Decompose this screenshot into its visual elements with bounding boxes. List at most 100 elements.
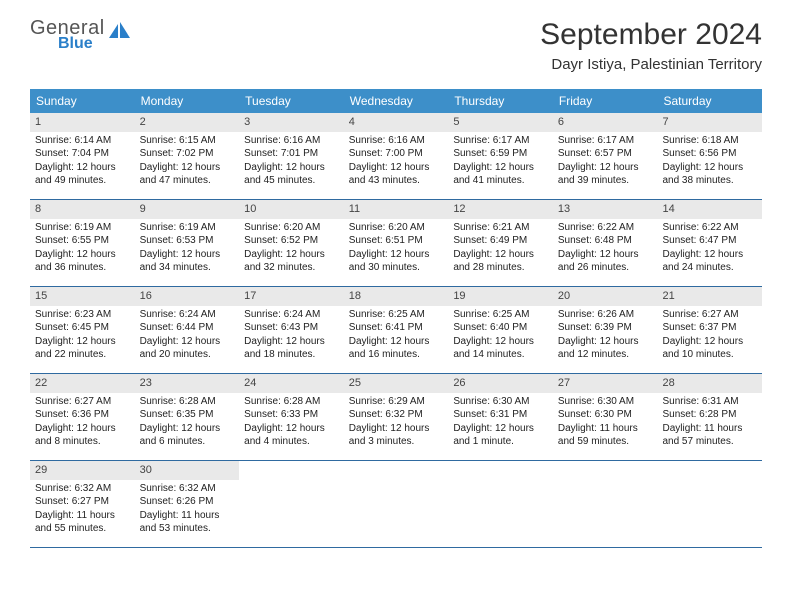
- sunrise-line: Sunrise: 6:21 AM: [453, 221, 548, 235]
- sail-icon: [109, 22, 131, 45]
- sunrise-line: Sunrise: 6:25 AM: [349, 308, 444, 322]
- day-number-band: 7: [657, 113, 762, 132]
- day-number-band: 6: [553, 113, 658, 132]
- day-cell: 17Sunrise: 6:24 AMSunset: 6:43 PMDayligh…: [239, 287, 344, 373]
- weeks-container: 1Sunrise: 6:14 AMSunset: 7:04 PMDaylight…: [30, 113, 762, 548]
- day-number-band: 28: [657, 374, 762, 393]
- day-number-band: 11: [344, 200, 449, 219]
- daylight-line-1: Daylight: 12 hours: [349, 161, 444, 175]
- day-number-band: 8: [30, 200, 135, 219]
- day-number: 12: [453, 203, 465, 215]
- daylight-line-2: and 4 minutes.: [244, 435, 339, 449]
- sunrise-line: Sunrise: 6:24 AM: [140, 308, 235, 322]
- sunset-line: Sunset: 6:44 PM: [140, 321, 235, 335]
- day-number-band: 15: [30, 287, 135, 306]
- day-number-band: 3: [239, 113, 344, 132]
- weekday-header: Thursday: [448, 89, 553, 113]
- daylight-line-1: Daylight: 12 hours: [349, 248, 444, 262]
- sunrise-line: Sunrise: 6:16 AM: [349, 134, 444, 148]
- day-cell: 22 Sunrise: 6:27 AMSunset: 6:36 PMDayligh…: [30, 374, 135, 460]
- sunrise-line: Sunrise: 6:27 AM: [662, 308, 757, 322]
- day-number-band: 17: [239, 287, 344, 306]
- daylight-line-2: and 20 minutes.: [140, 348, 235, 362]
- day-cell: 5Sunrise: 6:17 AMSunset: 6:59 PMDaylight…: [448, 113, 553, 199]
- day-number: 17: [244, 290, 256, 302]
- sunset-line: Sunset: 6:33 PM: [244, 408, 339, 422]
- day-number: 3: [244, 116, 250, 128]
- day-number: 26: [453, 377, 465, 389]
- day-number: 7: [662, 116, 668, 128]
- daylight-line-2: and 12 minutes.: [558, 348, 653, 362]
- sunrise-line: Sunrise: 6:22 AM: [558, 221, 653, 235]
- day-cell: 3Sunrise: 6:16 AMSunset: 7:01 PMDaylight…: [239, 113, 344, 199]
- sunset-line: Sunset: 6:45 PM: [35, 321, 130, 335]
- day-number-band: 22: [30, 374, 135, 393]
- day-cell: 7Sunrise: 6:18 AMSunset: 6:56 PMDaylight…: [657, 113, 762, 199]
- daylight-line-2: and 3 minutes.: [349, 435, 444, 449]
- daylight-line-2: and 30 minutes.: [349, 261, 444, 275]
- daylight-line-2: and 53 minutes.: [140, 522, 235, 536]
- daylight-line-1: Daylight: 12 hours: [35, 248, 130, 262]
- day-cell: 11Sunrise: 6:20 AMSunset: 6:51 PMDayligh…: [344, 200, 449, 286]
- daylight-line-1: Daylight: 12 hours: [453, 422, 548, 436]
- day-cell: 23Sunrise: 6:28 AMSunset: 6:35 PMDayligh…: [135, 374, 240, 460]
- day-cell: 9Sunrise: 6:19 AMSunset: 6:53 PMDaylight…: [135, 200, 240, 286]
- day-number-band: 24: [239, 374, 344, 393]
- week-row: 15Sunrise: 6:23 AMSunset: 6:45 PMDayligh…: [30, 287, 762, 374]
- day-number: 19: [453, 290, 465, 302]
- weekday-header: Sunday: [30, 89, 135, 113]
- day-number-band: 2: [135, 113, 240, 132]
- daylight-line-2: and 43 minutes.: [349, 174, 444, 188]
- daylight-line-2: and 47 minutes.: [140, 174, 235, 188]
- sunrise-line: Sunrise: 6:27 AM: [35, 395, 130, 409]
- sunrise-line: Sunrise: 6:14 AM: [35, 134, 130, 148]
- day-cell: 27Sunrise: 6:30 AMSunset: 6:30 PMDayligh…: [553, 374, 658, 460]
- day-number: 24: [244, 377, 256, 389]
- sunset-line: Sunset: 6:36 PM: [35, 408, 130, 422]
- day-number-band: 18: [344, 287, 449, 306]
- daylight-line-2: and 26 minutes.: [558, 261, 653, 275]
- day-cell: 1Sunrise: 6:14 AMSunset: 7:04 PMDaylight…: [30, 113, 135, 199]
- sunrise-line: Sunrise: 6:22 AM: [662, 221, 757, 235]
- daylight-line-1: Daylight: 12 hours: [140, 248, 235, 262]
- day-number: 6: [558, 116, 564, 128]
- day-cell: 21Sunrise: 6:27 AMSunset: 6:37 PMDayligh…: [657, 287, 762, 373]
- week-row: 1Sunrise: 6:14 AMSunset: 7:04 PMDaylight…: [30, 113, 762, 200]
- day-number: 18: [349, 290, 361, 302]
- daylight-line-2: and 59 minutes.: [558, 435, 653, 449]
- day-number-band: 20: [553, 287, 658, 306]
- sunrise-line: Sunrise: 6:24 AM: [244, 308, 339, 322]
- day-number: 4: [349, 116, 355, 128]
- sunset-line: Sunset: 6:32 PM: [349, 408, 444, 422]
- sunrise-line: Sunrise: 6:32 AM: [35, 482, 130, 496]
- sunrise-line: Sunrise: 6:15 AM: [140, 134, 235, 148]
- daylight-line-1: Daylight: 12 hours: [35, 422, 130, 436]
- sunrise-line: Sunrise: 6:26 AM: [558, 308, 653, 322]
- day-number-band: 25: [344, 374, 449, 393]
- day-cell: 29Sunrise: 6:32 AMSunset: 6:27 PMDayligh…: [30, 461, 135, 547]
- daylight-line-2: and 14 minutes.: [453, 348, 548, 362]
- daylight-line-2: and 22 minutes.: [35, 348, 130, 362]
- daylight-line-1: Daylight: 11 hours: [662, 422, 757, 436]
- title-block: September 2024 Dayr Istiya, Palestinian …: [540, 18, 762, 73]
- sunset-line: Sunset: 6:27 PM: [35, 495, 130, 509]
- day-number-band: 26: [448, 374, 553, 393]
- daylight-line-1: Daylight: 12 hours: [244, 422, 339, 436]
- daylight-line-1: Daylight: 12 hours: [558, 248, 653, 262]
- daylight-line-2: and 49 minutes.: [35, 174, 130, 188]
- day-cell: 28Sunrise: 6:31 AMSunset: 6:28 PMDayligh…: [657, 374, 762, 460]
- calendar-grid: SundayMondayTuesdayWednesdayThursdayFrid…: [30, 89, 762, 548]
- day-number-band: 13: [553, 200, 658, 219]
- daylight-line-1: Daylight: 12 hours: [349, 422, 444, 436]
- day-cell: 2Sunrise: 6:15 AMSunset: 7:02 PMDaylight…: [135, 113, 240, 199]
- daylight-line-1: Daylight: 12 hours: [558, 161, 653, 175]
- day-number: 23: [140, 377, 152, 389]
- daylight-line-2: and 34 minutes.: [140, 261, 235, 275]
- daylight-line-1: Daylight: 12 hours: [349, 335, 444, 349]
- daylight-line-1: Daylight: 12 hours: [35, 161, 130, 175]
- sunrise-line: Sunrise: 6:28 AM: [140, 395, 235, 409]
- sunrise-line: Sunrise: 6:30 AM: [453, 395, 548, 409]
- daylight-line-1: Daylight: 12 hours: [453, 335, 548, 349]
- brand-line2: Blue: [58, 36, 105, 52]
- day-number: 1: [35, 116, 41, 128]
